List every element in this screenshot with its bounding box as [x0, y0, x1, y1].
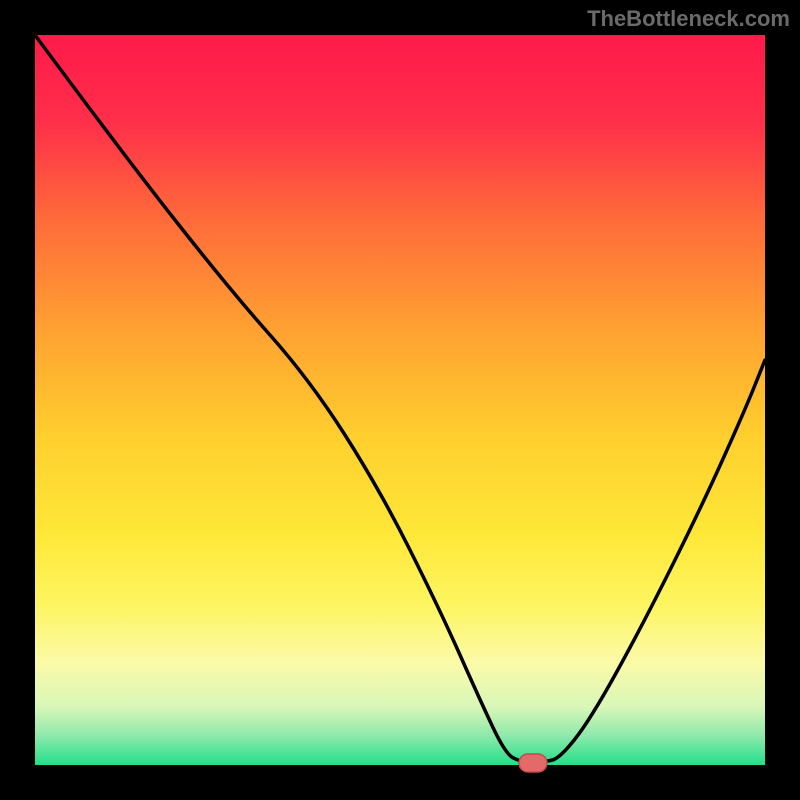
- gradient-background: [35, 35, 765, 765]
- chart-container: TheBottleneck.com: [0, 0, 800, 800]
- minimum-marker: [519, 754, 547, 772]
- bottleneck-curve-chart: [0, 0, 800, 800]
- watermark-text: TheBottleneck.com: [587, 6, 790, 32]
